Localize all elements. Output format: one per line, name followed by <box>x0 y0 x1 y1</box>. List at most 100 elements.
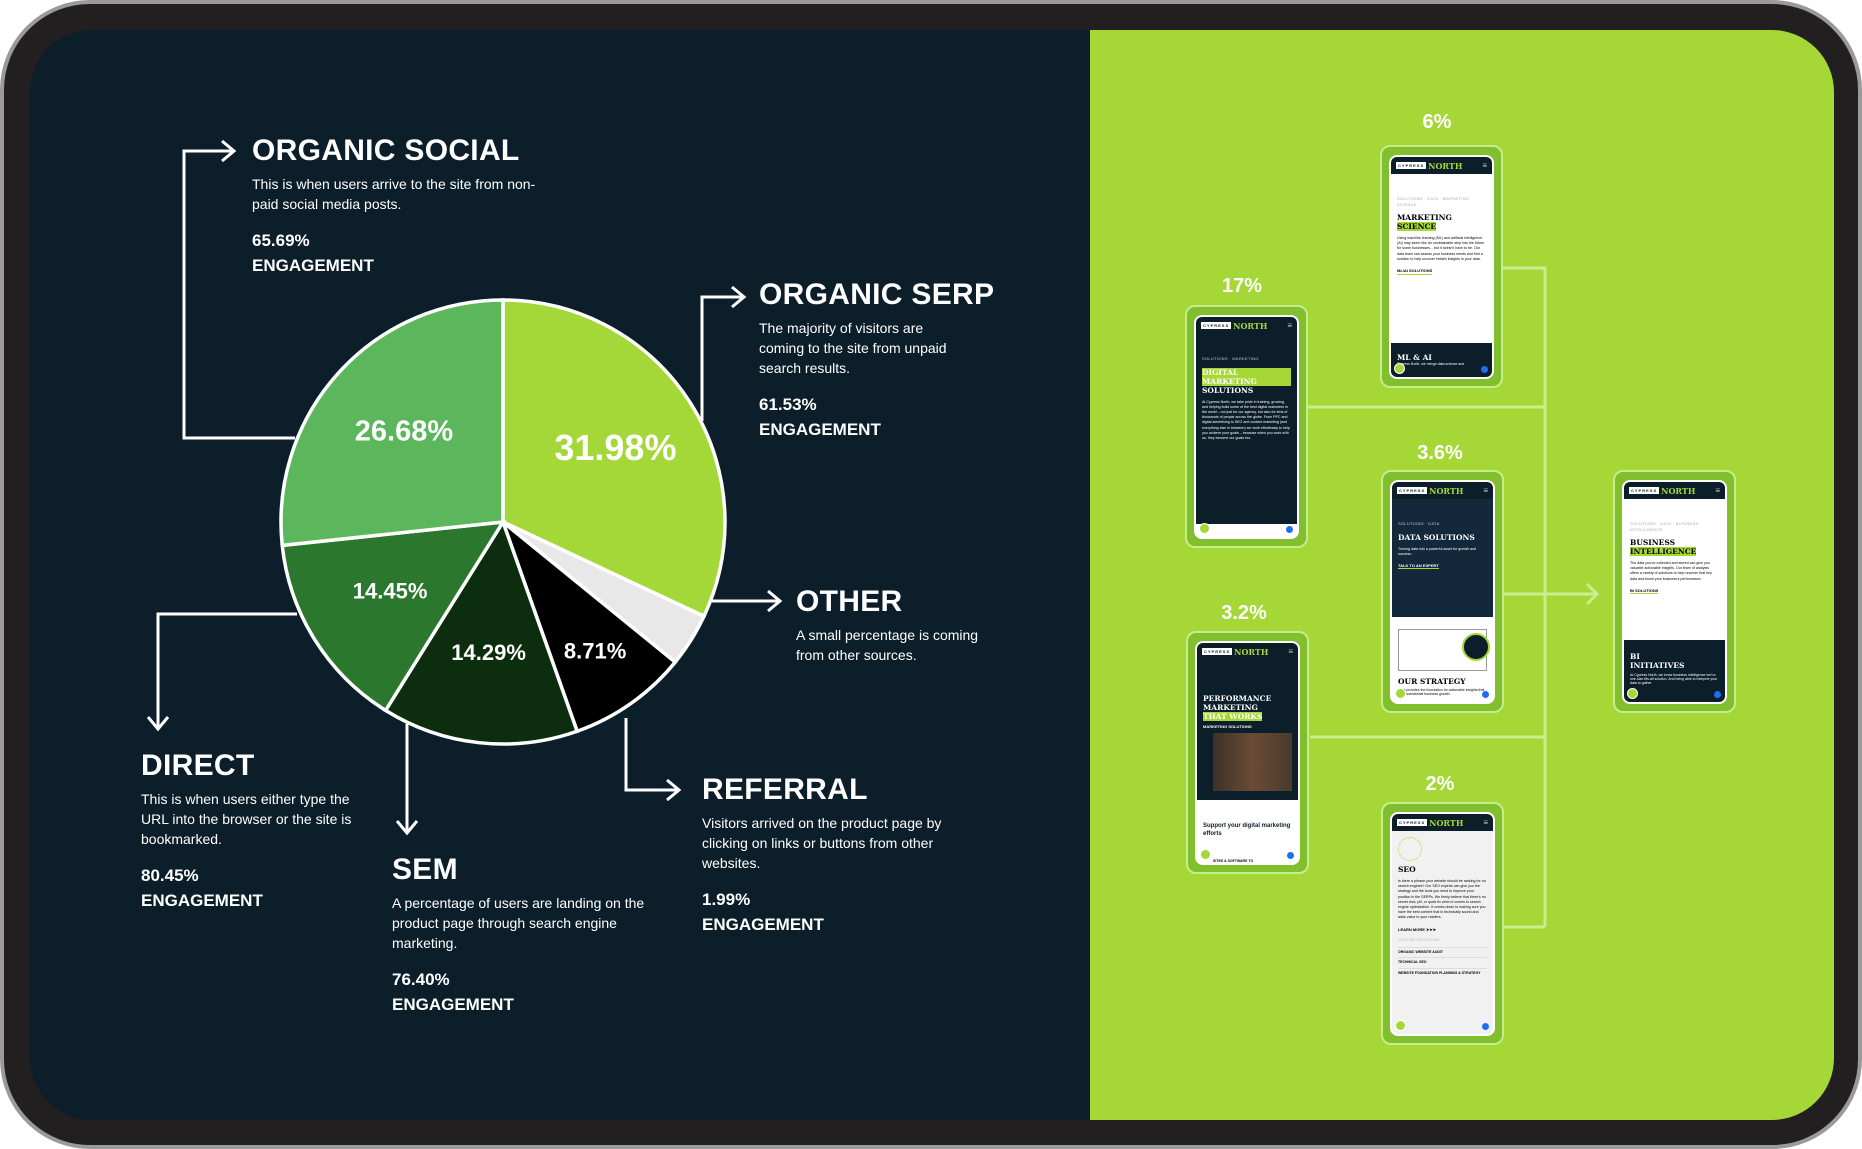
brand-cypress: CYPRESS <box>1202 648 1233 655</box>
pie-slice-sem <box>383 517 580 746</box>
accessibility-icon <box>1286 526 1293 533</box>
menu-icon: ≡ <box>1715 486 1720 495</box>
cookie-icon <box>1395 688 1406 699</box>
accessibility-icon <box>1287 852 1294 859</box>
brand-cypress: CYPRESS <box>1397 819 1428 826</box>
organic-serp-block: ORGANIC SERP The majority of visitors ar… <box>759 278 995 442</box>
team-photo <box>1213 732 1292 791</box>
menu-icon: ≡ <box>1483 818 1488 827</box>
menu-icon: ≡ <box>1288 647 1293 656</box>
cookie-icon <box>1200 849 1211 860</box>
page-card-business-intelligence[interactable]: CYPRESS NORTH ≡ SOLUTIONS · DATA · BUSINES… <box>1613 470 1736 713</box>
sem-block: SEM A percentage of users are landing on… <box>392 853 652 1017</box>
page-title: BUSINESS <box>1630 538 1676 547</box>
organic-social-desc: This is when users arrive to the site fr… <box>252 176 536 212</box>
direct-block: DIRECT This is when users either type th… <box>141 749 366 913</box>
page-link[interactable]: BI SOLUTIONS <box>1630 587 1659 595</box>
list-item[interactable]: WEBSITE FOUNDATION PLANNING & STRATEGY <box>1398 967 1487 977</box>
page-link[interactable]: TALK TO AN EXPERT <box>1398 562 1439 570</box>
organic-serp-desc: The majority of visitors are coming to t… <box>759 320 947 376</box>
brand-north: NORTH <box>1234 646 1269 657</box>
page-body: Is there a phrase your website should be… <box>1398 879 1486 920</box>
organic-social-title: ORGANIC SOCIAL <box>252 134 520 167</box>
breadcrumb: SOLUTIONS · DATA · MARKETING SCIENCE <box>1397 196 1470 207</box>
other-block: OTHER A small percentage is coming from … <box>796 585 996 665</box>
engagement-label: ENGAGEMENT <box>702 915 824 934</box>
brand-cypress: CYPRESS <box>1396 162 1427 169</box>
brand-north: NORTH <box>1233 320 1268 331</box>
pie-label: 31.98% <box>554 427 676 468</box>
direct-desc: This is when users either type the URL i… <box>141 791 352 847</box>
list-item[interactable]: ORGANIC WEBSITE AUDIT <box>1398 946 1487 956</box>
accessibility-icon <box>1714 691 1721 698</box>
page-card-data-solutions[interactable]: CYPRESS NORTH ≡ SOLUTIONS · DATA DATA SOLU… <box>1381 470 1504 713</box>
organic-social-engagement: 65.69% <box>252 231 310 250</box>
section-text: Data provides the foundation for actiona… <box>1398 688 1485 696</box>
sem-desc: A percentage of users are landing on the… <box>392 895 645 951</box>
pct-digital-marketing: 17% <box>1221 275 1263 297</box>
brand-cypress: CYPRESS <box>1201 322 1232 329</box>
pct-data-solutions: 3.6% <box>1417 442 1463 464</box>
breadcrumb: MARKETING SOLUTIONS <box>1203 724 1252 729</box>
strategy-graphic <box>1398 629 1490 671</box>
page-card-seo[interactable]: CYPRESS NORTH ≡ SEO Is there a phrase your… <box>1381 802 1504 1045</box>
cookie-icon <box>1199 523 1210 534</box>
flask-icon <box>1398 837 1422 861</box>
breadcrumb: SOLUTIONS · DATA <box>1398 521 1440 526</box>
page-card-digital-marketing[interactable]: CYPRESS NORTH ≡ SOLUTIONS · MARKETING DIGI… <box>1185 305 1308 548</box>
sem-title: SEM <box>392 853 458 886</box>
traffic-pie-chart: 31.98% 8.71% 14.29% 14.45% 26.68% <box>279 298 727 746</box>
pie-label: 14.29% <box>451 640 526 665</box>
sem-engagement: 76.40% <box>392 970 450 989</box>
page-title: MARKETING <box>1397 213 1452 222</box>
page-subtitle: Support your digital marketing efforts <box>1203 823 1291 837</box>
footer-title: BI INITIATIVES <box>1630 652 1685 670</box>
brand-north: NORTH <box>1429 817 1464 828</box>
referral-title: REFERRAL <box>702 773 868 806</box>
other-title: OTHER <box>796 585 903 618</box>
pct-marketing-science: 6% <box>1422 111 1452 133</box>
brand-north: NORTH <box>1428 160 1463 171</box>
referral-engagement: 1.99% <box>702 890 751 909</box>
accessibility-icon <box>1482 1023 1489 1030</box>
referral-block: REFERRAL Visitors arrived on the product… <box>702 773 942 937</box>
brand-cypress: CYPRESS <box>1397 487 1428 494</box>
organic-serp-title: ORGANIC SERP <box>759 278 995 311</box>
direct-title: DIRECT <box>141 749 255 782</box>
custom-solutions-label: CUSTOM SOLUTIONS <box>1398 937 1440 943</box>
pct-seo: 2% <box>1425 773 1455 795</box>
section-text: SITES & SOFTWARE TO <box>1213 859 1254 863</box>
direct-engagement: 80.45% <box>141 866 199 885</box>
cookie-icon <box>1627 688 1638 699</box>
page-card-marketing-science[interactable]: CYPRESS NORTH ≡ SOLUTIONS · DATA · MARKETI… <box>1380 145 1503 388</box>
footer-title: ML & AI <box>1397 353 1432 362</box>
organic-serp-engagement: 61.53% <box>759 395 817 414</box>
page-body: At Cypress North, we take pride in train… <box>1202 399 1290 440</box>
pie-slice-organic-social <box>279 298 505 548</box>
list-item[interactable]: TECHNICAL SEO <box>1398 957 1487 966</box>
pie-label: 14.45% <box>353 579 428 604</box>
brand-north: NORTH <box>1429 485 1464 496</box>
accessibility-icon <box>1482 691 1489 698</box>
pct-performance-marketing: 3.2% <box>1221 602 1267 624</box>
learn-more-link[interactable]: LEARN MORE ➤➤➤ <box>1398 926 1437 932</box>
page-title-highlight: THAT WORKS <box>1203 712 1263 721</box>
brand-cypress: CYPRESS <box>1629 487 1660 494</box>
page-body: The data you've collected and stored can… <box>1630 561 1712 581</box>
page-title-highlight: SCIENCE <box>1397 222 1437 231</box>
breadcrumb: SOLUTIONS · MARKETING <box>1202 356 1259 361</box>
footer-text: At Cypress North, we know business intel… <box>1630 673 1718 685</box>
menu-icon: ≡ <box>1482 161 1487 170</box>
engagement-label: ENGAGEMENT <box>759 420 881 439</box>
menu-icon: ≡ <box>1483 486 1488 495</box>
organic-social-block: ORGANIC SOCIAL This is when users arrive… <box>252 134 542 278</box>
page-card-performance-marketing[interactable]: CYPRESS NORTH ≡ PERFORMANCE MARKETING THAT … <box>1186 631 1309 874</box>
engagement-label: ENGAGEMENT <box>141 891 263 910</box>
referral-desc: Visitors arrived on the product page by … <box>702 815 942 871</box>
footer-text: Cypress North, we merge data science and <box>1397 362 1465 366</box>
pie-label: 8.71% <box>564 638 626 663</box>
cookie-icon <box>1394 363 1405 374</box>
page-title: SEO <box>1398 865 1416 874</box>
accessibility-icon <box>1481 366 1488 373</box>
breadcrumb: SOLUTIONS · DATA · BUSINESS INTELLIGENCE <box>1630 521 1699 532</box>
